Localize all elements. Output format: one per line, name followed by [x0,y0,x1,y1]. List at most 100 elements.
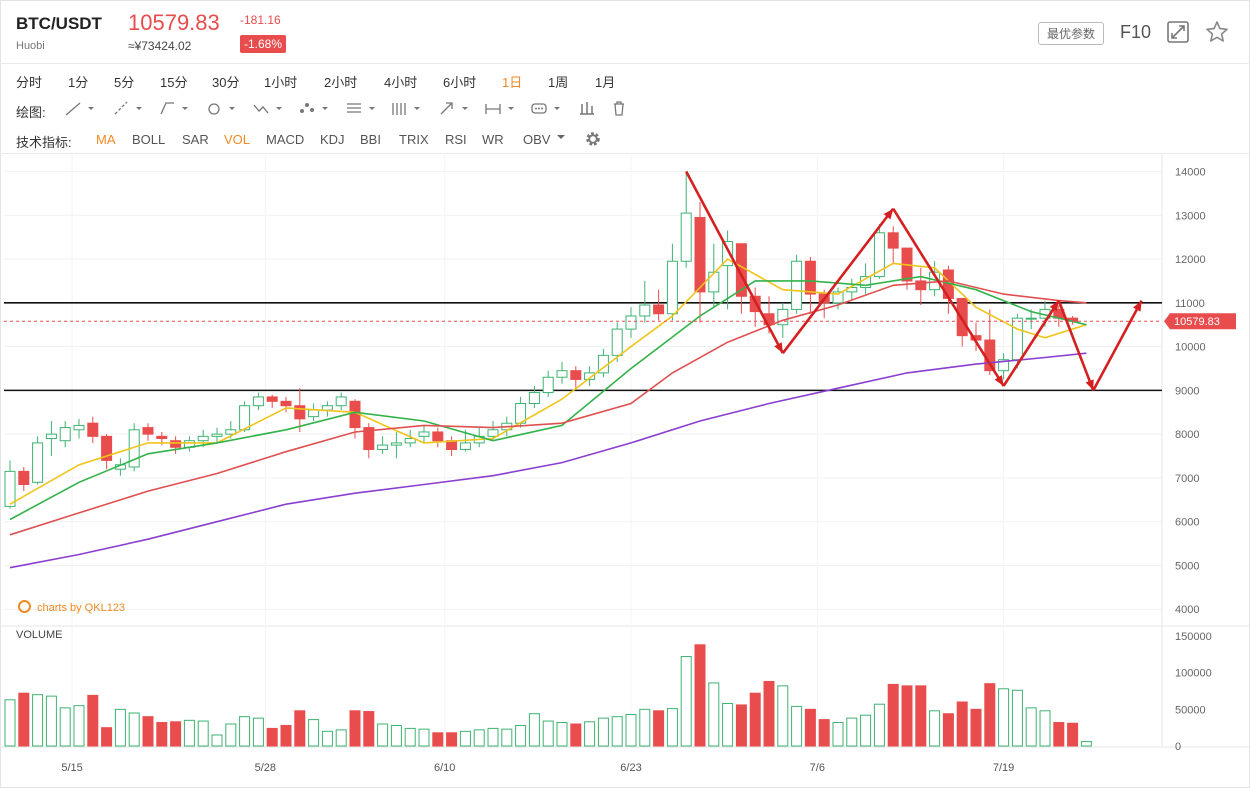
candle-up [998,359,1010,372]
candle-up [542,376,554,394]
period-tab[interactable]: 30分 [212,75,240,90]
price-change-pct: -1.68% [240,35,287,53]
candle-down [694,216,706,293]
indicator-trix[interactable]: TRIX [399,132,429,147]
indicator-wr[interactable]: WR [482,132,504,147]
indicator-bbi[interactable]: BBI [360,132,381,147]
period-tab[interactable]: 6小时 [443,75,477,90]
period-tab[interactable]: 5分 [114,75,135,90]
volume-bar-up [1039,710,1051,747]
volume-bar-up [1025,707,1037,747]
ray-tool-icon[interactable] [112,99,146,119]
candle-down [266,396,278,402]
candle-up [321,405,333,411]
indicator-vol[interactable]: VOL [224,132,251,147]
volume-bar-up [211,734,223,747]
volume-bar-down [763,680,775,747]
volume-bar-up [611,716,623,747]
indicator-macd[interactable]: MACD [266,132,305,147]
line-tool-icon[interactable] [64,99,98,119]
candle-down [956,297,968,337]
volume-bar-down [956,701,968,747]
price-tick-label: 10000 [1175,342,1206,354]
f10-button[interactable]: F10 [1120,22,1152,42]
text-tool-icon[interactable] [530,99,564,119]
pattern-tool-icon[interactable] [252,99,286,119]
volume-bar-down [432,732,444,747]
volume-tick-label: 150000 [1175,631,1212,643]
volume-bar-down [915,685,927,747]
volume-bar-up [929,710,941,747]
volume-bar-up [335,729,347,747]
volume-bar-down [818,719,830,747]
candle-up [791,260,803,310]
chevron-down-icon[interactable] [556,132,566,142]
candle-up [584,372,596,380]
price-tick-label: 7000 [1175,473,1199,485]
candle-up [556,370,568,378]
period-tab[interactable]: 4小时 [384,75,418,90]
candle-up [777,308,789,326]
period-tab[interactable]: 1月 [595,75,616,90]
candlestick-chart[interactable]: 4000 5000 6000 7000 8000 9000 10000 11000 12000 1… [0,154,1250,788]
candle-up [1011,317,1023,361]
watermark: charts by QKL123 [18,600,125,614]
period-tab[interactable]: 1小时 [264,75,298,90]
indicator-obv[interactable]: OBV [523,132,551,147]
annotation-arrow-head [1133,300,1142,312]
volume-bar-down [942,713,954,747]
star-icon[interactable] [1205,20,1229,44]
candle-up [211,433,223,437]
candle-up [377,444,389,450]
fib-tool-icon[interactable] [345,99,379,119]
volume-bar-down [156,722,168,747]
candle-up [708,271,720,293]
channel-tool-icon[interactable] [158,99,192,119]
period-tab[interactable]: 2小时 [324,75,358,90]
bars-tool-icon[interactable] [578,99,612,119]
gann-tool-icon[interactable] [390,99,424,119]
period-tab[interactable]: 1周 [548,75,569,90]
period-tab[interactable]: 1日 [502,75,523,90]
measure-tool-icon[interactable] [484,99,518,119]
node-tool-icon[interactable] [298,99,332,119]
candle-down [142,427,154,435]
period-tab[interactable]: 1分 [68,75,89,90]
volume-bar-up [515,724,527,747]
volume-bar-up [418,728,430,747]
indicator-ma[interactable]: MA [96,132,116,147]
indicator-kdj[interactable]: KDJ [320,132,345,147]
time-tick-label: 5/15 [61,762,82,774]
volume-bar-down [18,692,30,747]
qkl-logo-icon [18,600,31,613]
volume-bar-down [901,685,913,747]
time-tick-label: 7/19 [993,762,1014,774]
volume-bar-down [984,683,996,747]
volume-bar-down [735,704,747,747]
volume-bar-up [597,717,609,747]
best-params-button[interactable]: 最优参数 [1038,22,1105,45]
volume-bar-up [197,720,209,747]
price-change: -181.16 [240,13,281,27]
candle-down [156,435,168,440]
volume-bar-down [87,694,99,747]
time-tick-label: 7/6 [810,762,825,774]
arrow-tool-icon[interactable] [438,99,472,119]
shape-tool-icon[interactable] [205,99,239,119]
cny-price: ≈¥73424.02 [128,39,192,53]
volume-bar-up [584,721,596,747]
period-tab[interactable]: 15分 [160,75,188,90]
indicator-sar[interactable]: SAR [182,132,209,147]
period-tab[interactable]: 分时 [16,75,43,90]
candle-up [335,396,347,407]
quote-header: BTC/USDT Huobi 10579.83 ≈¥73424.02 -181.… [0,0,1250,64]
volume-bar-up [501,728,513,747]
gear-icon[interactable] [584,130,602,148]
indicator-rsi[interactable]: RSI [445,132,467,147]
annotation-arrow-segment [781,207,895,354]
volume-bar-down [349,710,361,747]
indicator-boll[interactable]: BOLL [132,132,166,147]
expand-icon[interactable] [1167,21,1189,43]
trash-icon[interactable] [610,99,644,119]
candle-up [32,442,44,483]
